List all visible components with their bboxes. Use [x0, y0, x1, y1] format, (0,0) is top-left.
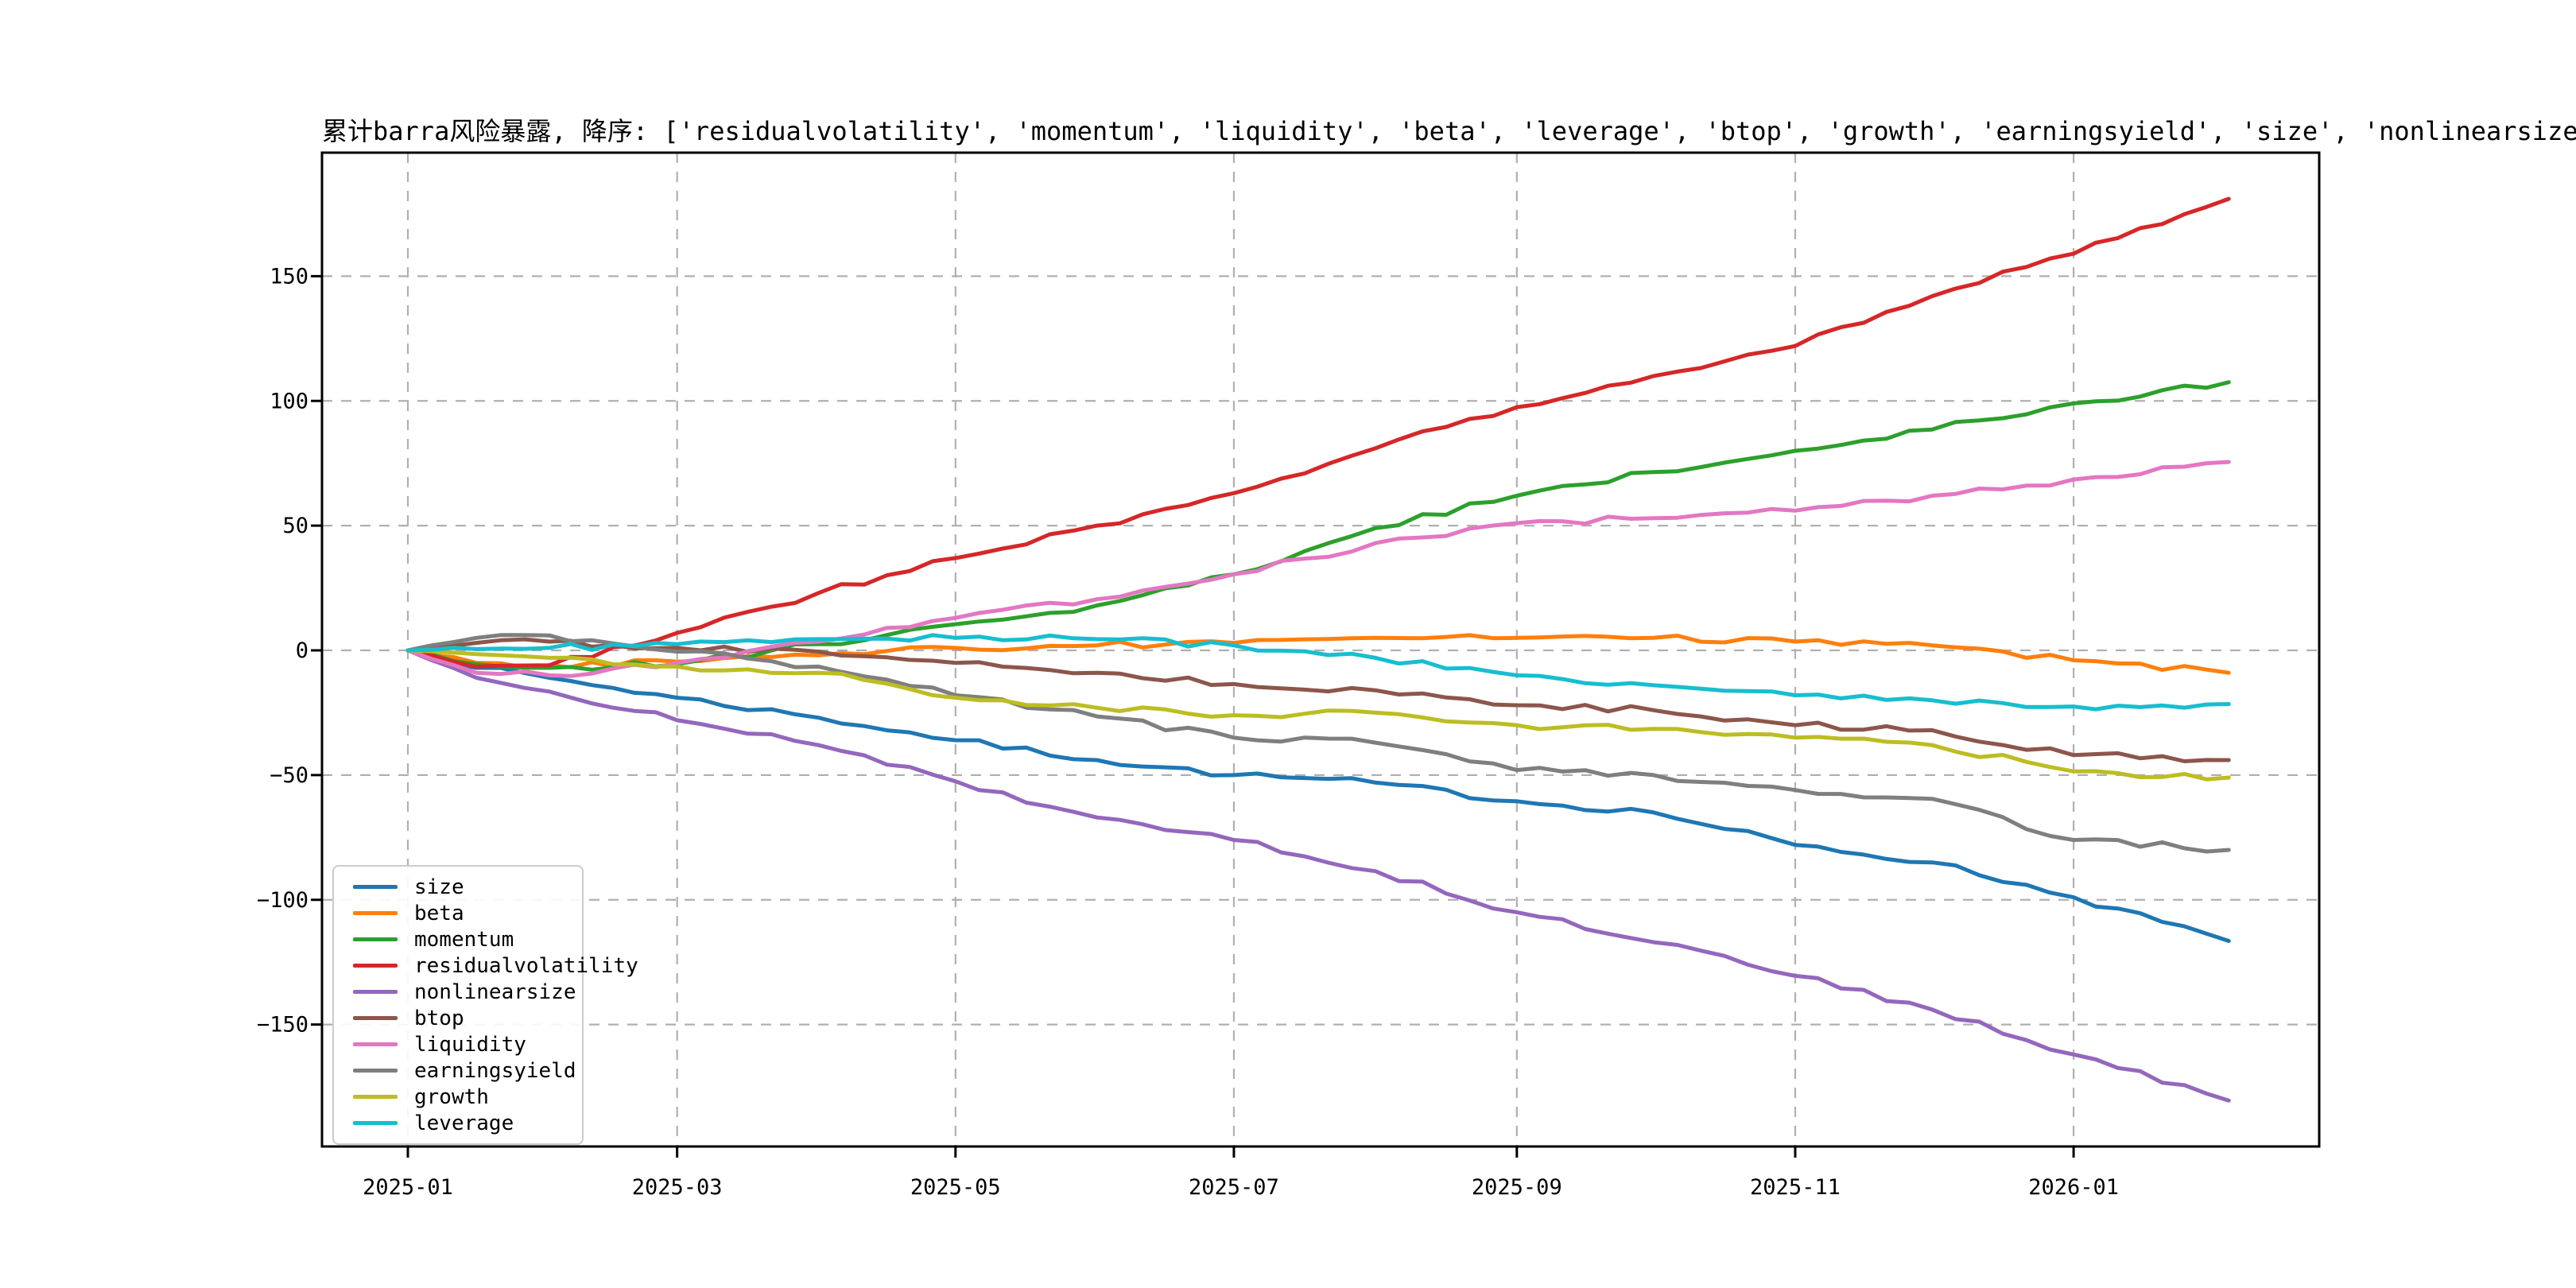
svg-text:100: 100	[270, 389, 308, 413]
legend-label: momentum	[414, 927, 514, 952]
legend-swatch	[353, 1042, 398, 1046]
legend-swatch	[353, 1069, 398, 1073]
svg-text:2025-03: 2025-03	[632, 1175, 723, 1200]
svg-text:2025-07: 2025-07	[1189, 1175, 1279, 1200]
svg-text:0: 0	[296, 638, 308, 663]
chart-title: 累计barra风险暴露, 降序: ['residualvolatility', …	[322, 116, 2576, 146]
legend-label: leverage	[414, 1111, 514, 1135]
legend-item-growth: growth	[334, 1084, 582, 1110]
legend-swatch	[353, 1095, 398, 1099]
legend-label: nonlinearsize	[414, 980, 576, 1004]
legend-item-residualvolatility: residualvolatility	[334, 952, 638, 979]
legend-label: beta	[414, 901, 464, 925]
legend-swatch	[353, 885, 398, 889]
svg-text:2025-09: 2025-09	[1472, 1175, 1562, 1200]
legend: size beta momentum residualvolatility nonlin…	[332, 865, 638, 1145]
svg-text:50: 50	[282, 514, 308, 538]
legend-item-size: size	[334, 874, 582, 900]
svg-text:2025-11: 2025-11	[1750, 1175, 1841, 1200]
svg-text:150: 150	[270, 264, 308, 289]
legend-item-beta: beta	[334, 900, 582, 926]
legend-swatch	[353, 964, 398, 968]
svg-text:−50: −50	[270, 763, 308, 788]
svg-text:−100: −100	[257, 888, 308, 913]
legend-swatch	[353, 937, 398, 941]
legend-label: btop	[414, 1006, 464, 1030]
legend-swatch	[353, 1121, 398, 1125]
legend-item-btop: btop	[334, 1005, 582, 1031]
legend-item-nonlinearsize: nonlinearsize	[334, 979, 582, 1005]
legend-label: residualvolatility	[414, 953, 638, 978]
svg-text:2025-05: 2025-05	[910, 1175, 1001, 1200]
legend-label: liquidity	[414, 1032, 526, 1057]
legend-item-liquidity: liquidity	[334, 1031, 582, 1057]
svg-text:2026-01: 2026-01	[2028, 1175, 2119, 1200]
svg-text:2025-01: 2025-01	[363, 1175, 453, 1200]
legend-swatch	[353, 990, 398, 994]
legend-item-earningsyield: earningsyield	[334, 1057, 582, 1084]
legend-item-momentum: momentum	[334, 926, 582, 952]
legend-item-leverage: leverage	[334, 1110, 582, 1136]
legend-label: growth	[414, 1084, 489, 1109]
svg-text:−150: −150	[257, 1013, 308, 1038]
legend-label: earningsyield	[414, 1058, 576, 1083]
legend-label: size	[414, 875, 464, 899]
legend-swatch	[353, 1016, 398, 1020]
legend-swatch	[353, 911, 398, 915]
